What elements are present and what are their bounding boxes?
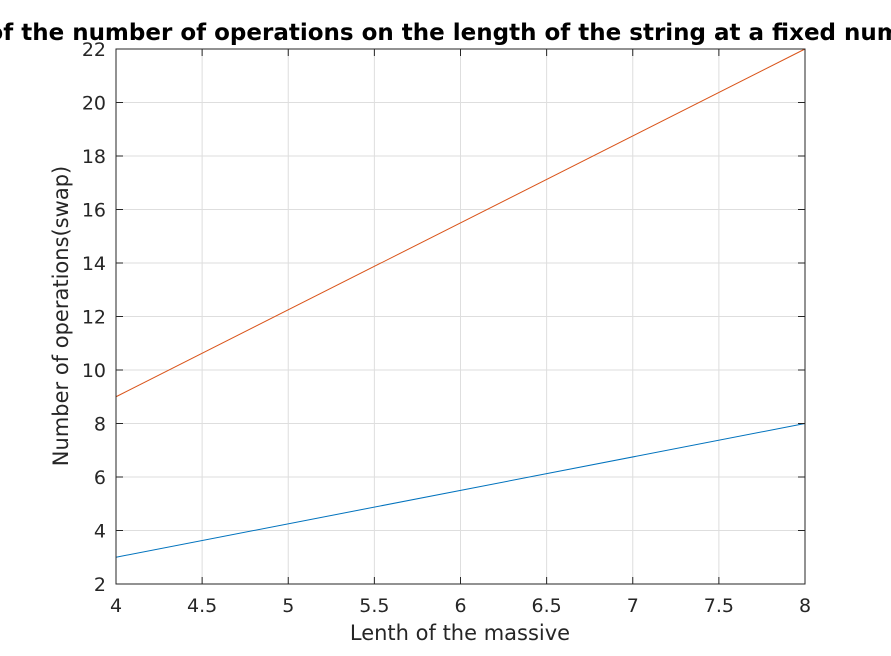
chart-title: Dependence of the number of operations o… <box>0 20 891 46</box>
y-tick-label: 2 <box>94 574 106 596</box>
y-tick-label: 16 <box>82 200 106 222</box>
y-tick-label: 4 <box>94 521 106 543</box>
y-tick-label: 10 <box>82 360 106 382</box>
grid <box>115 48 806 585</box>
y-tick-label: 20 <box>82 93 106 115</box>
y-tick-label: 12 <box>82 307 106 329</box>
series-line-2 <box>115 48 806 398</box>
x-tick-label: 6 <box>454 595 466 617</box>
x-axis-label: Lenth of the massive <box>350 621 570 645</box>
x-tick-label: 6.5 <box>532 595 562 617</box>
x-tick-label: 8 <box>799 595 811 617</box>
y-tick-labels: 2 4 6 8 10 12 14 16 18 20 22 <box>82 39 106 596</box>
y-tick-label: 8 <box>94 414 106 436</box>
x-tick-label: 4 <box>110 595 122 617</box>
y-axis-label: Number of operations(swap) <box>49 166 73 466</box>
y-tick-label: 18 <box>82 146 106 168</box>
plot-area <box>115 48 806 585</box>
x-tick-label: 7.5 <box>704 595 734 617</box>
tick-marks <box>115 48 806 585</box>
y-tick-label: 6 <box>94 467 106 489</box>
x-tick-label: 4.5 <box>187 595 217 617</box>
x-tick-label: 5 <box>282 595 294 617</box>
series-group <box>115 48 806 558</box>
x-tick-label: 5.5 <box>359 595 389 617</box>
x-tick-labels: 4 4.5 5 5.5 6 6.5 7 7.5 8 <box>110 595 811 617</box>
y-tick-label: 14 <box>82 253 106 275</box>
x-tick-label: 7 <box>627 595 639 617</box>
y-tick-label: 22 <box>82 39 106 61</box>
series-line-1 <box>115 423 806 558</box>
